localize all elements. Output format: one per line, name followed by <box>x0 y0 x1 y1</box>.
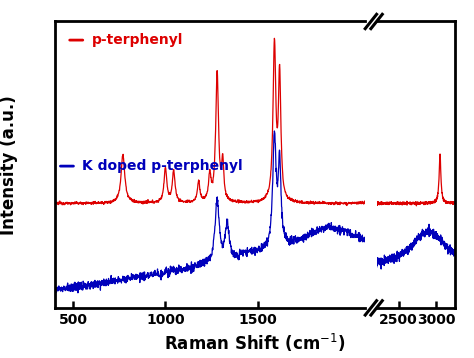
Text: p-terphenyl: p-terphenyl <box>92 33 183 47</box>
Text: Raman Shift (cm$^{-1}$): Raman Shift (cm$^{-1}$) <box>164 332 346 354</box>
Text: K doped p-terphenyl: K doped p-terphenyl <box>82 159 243 173</box>
Text: Intensity (a.u.): Intensity (a.u.) <box>0 95 18 234</box>
